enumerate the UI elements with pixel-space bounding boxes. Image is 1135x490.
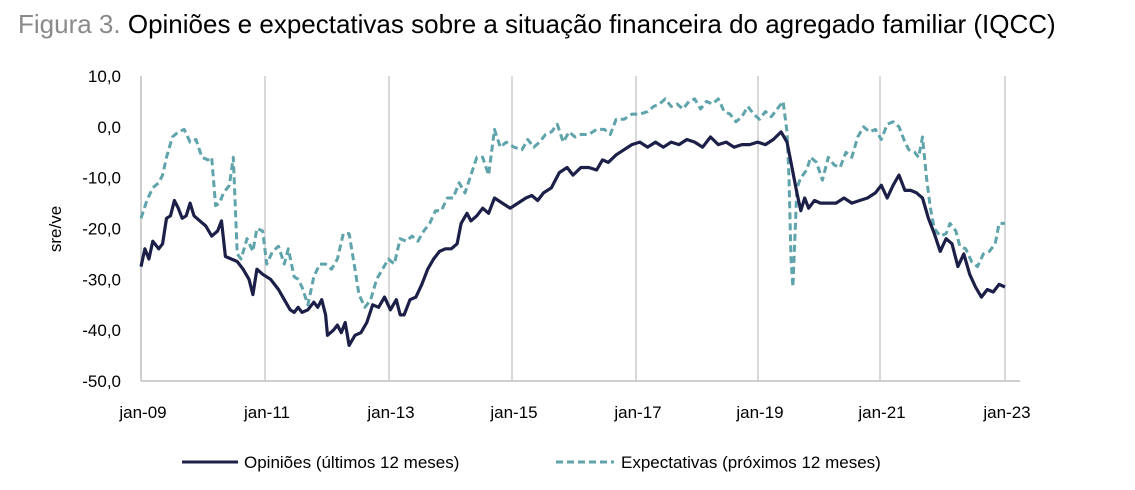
legend-label: Expectativas (próximos 12 meses) bbox=[621, 453, 881, 472]
figure-label: Figura 3. bbox=[18, 9, 121, 39]
y-tick-label: -50,0 bbox=[82, 372, 121, 391]
figure-title: Figura 3. Opiniões e expectativas sobre … bbox=[18, 6, 1056, 42]
x-tick-labels: jan-09 jan-11 jan-13 jan-15 jan-17 jan-19 jan-… bbox=[118, 403, 1030, 422]
series-line-opinioes bbox=[139, 130, 1006, 347]
y-tick-label: 10,0 bbox=[88, 67, 121, 86]
x-tick-label: jan-09 bbox=[118, 403, 166, 422]
y-tick-label: -20,0 bbox=[82, 220, 121, 239]
x-tick-label: jan-19 bbox=[735, 403, 783, 422]
vertical-gridlines bbox=[264, 76, 1006, 381]
x-tick-label: jan-23 bbox=[982, 403, 1030, 422]
x-tick-label: jan-11 bbox=[243, 403, 290, 422]
y-axis-title: sre/ve bbox=[46, 206, 65, 252]
legend-label: Opiniões (últimos 12 meses) bbox=[244, 453, 459, 472]
series-line-expectativas bbox=[139, 97, 1005, 309]
x-tick-label: jan-21 bbox=[857, 403, 905, 422]
series-layer bbox=[139, 97, 1006, 347]
x-tick-label: jan-15 bbox=[489, 403, 537, 422]
y-tick-label: -30,0 bbox=[82, 270, 121, 289]
y-tick-labels: 10,0 0,0 -10,0 -20,0 -30,0 -40,0 -50,0 bbox=[82, 67, 121, 391]
figure-title-text: Opiniões e expectativas sobre a situação… bbox=[127, 9, 1056, 39]
y-tick-label: 0,0 bbox=[97, 118, 121, 137]
chart-axes bbox=[140, 76, 1020, 382]
legend: Opiniões (últimos 12 meses) Expectativas … bbox=[182, 453, 881, 472]
y-tick-label: -10,0 bbox=[82, 169, 121, 188]
x-tick-label: jan-17 bbox=[613, 403, 661, 422]
x-tick-label: jan-13 bbox=[366, 403, 414, 422]
y-tick-label: -40,0 bbox=[82, 321, 121, 340]
